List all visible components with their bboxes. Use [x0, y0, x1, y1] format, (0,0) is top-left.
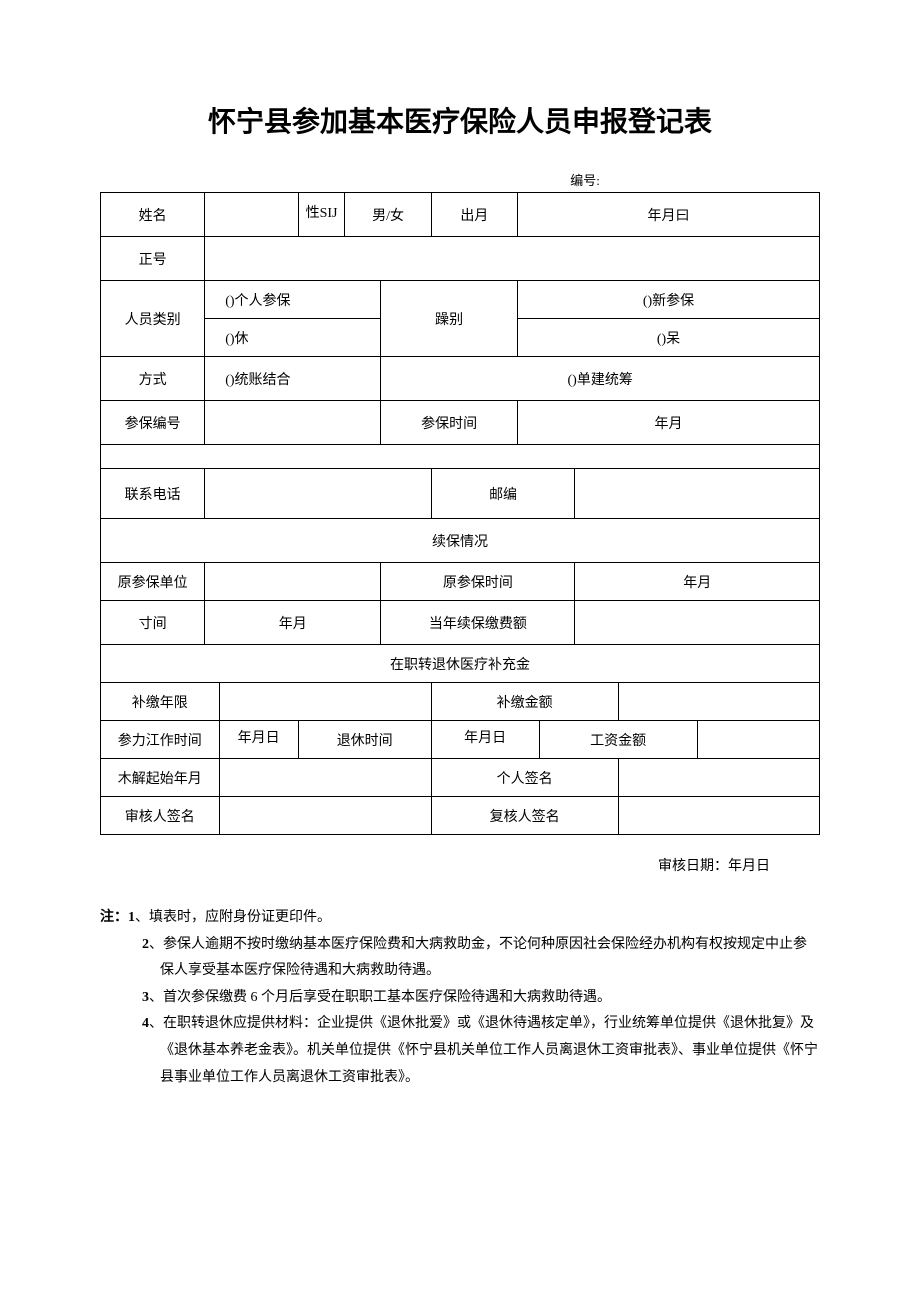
gender-label: 性SIJ — [298, 193, 345, 237]
audit-date: 审核日期：年月日 — [100, 855, 820, 875]
table-row: 联系电话 邮编 — [101, 469, 820, 519]
name-value — [205, 193, 298, 237]
id-label: 正号 — [101, 237, 205, 281]
retire-time-value: 年月日 — [431, 721, 539, 759]
note-1: 注：1、填表时，应附身份证更印件。 — [100, 905, 820, 932]
renewal-title: 续保情况 — [101, 519, 820, 563]
note-1-num: 1 — [128, 910, 135, 925]
orig-unit-label: 原参保单位 — [101, 563, 205, 601]
note-3-text: 、首次参保缴费 6 个月后享受在职职工基本医疗保险待遇和大病救助待遇。 — [149, 990, 611, 1005]
name-label: 姓名 — [101, 193, 205, 237]
method-opt2: ()单建统筹 — [381, 357, 820, 401]
renewal-fee-label: 当年续保缴费额 — [381, 601, 575, 645]
work-time-label: 参力江作时间 — [101, 721, 220, 759]
reviewer-value — [618, 797, 819, 835]
table-row: 审核人签名 复核人签名 — [101, 797, 820, 835]
person-type-opt1: ()个人参保 — [205, 281, 381, 319]
work-time-value: 年月日 — [219, 721, 298, 759]
id-value — [205, 237, 820, 281]
note-4-num: 4 — [142, 1016, 149, 1031]
serial-label: 编号: — [100, 170, 820, 189]
category-opt4: ()呆 — [517, 319, 819, 357]
table-row: 寸间 年月 当年续保缴费额 — [101, 601, 820, 645]
reviewer-label: 复核人签名 — [431, 797, 618, 835]
birth-value: 年月曰 — [517, 193, 819, 237]
auditor-value — [219, 797, 431, 835]
orig-time-label: 原参保时间 — [381, 563, 575, 601]
enroll-time-value: 年月 — [517, 401, 819, 445]
amount-label: 补缴金额 — [431, 683, 618, 721]
note-4-text: 、在职转退休应提供材料：企业提供《退休批爱》或《退休待遇核定单》，行业统筹单位提… — [149, 1016, 818, 1084]
page-title: 怀宁县参加基本医疗保险人员申报登记表 — [100, 100, 820, 140]
table-row: 人员类别 ()个人参保 躁别 ()新参保 — [101, 281, 820, 319]
method-label: 方式 — [101, 357, 205, 401]
phone-label: 联系电话 — [101, 469, 205, 519]
years-value — [219, 683, 431, 721]
table-row: 补缴年限 补缴金额 — [101, 683, 820, 721]
category-opt3: ()新参保 — [517, 281, 819, 319]
start-value — [219, 759, 431, 797]
note-4: 4、在职转退休应提供材料：企业提供《退休批爱》或《退休待遇核定单》，行业统筹单位… — [100, 1011, 820, 1091]
orig-unit-value — [205, 563, 381, 601]
interval-label: 寸间 — [101, 601, 205, 645]
renewal-fee-value — [575, 601, 820, 645]
note-3: 3、首次参保缴费 6 个月后享受在职职工基本医疗保险待遇和大病救助待遇。 — [100, 985, 820, 1012]
sign-label: 个人签名 — [431, 759, 618, 797]
phone-value — [205, 469, 431, 519]
interval-value: 年月 — [205, 601, 381, 645]
auditor-label: 审核人签名 — [101, 797, 220, 835]
table-row: 姓名 性SIJ 男/女 出月 年月曰 — [101, 193, 820, 237]
table-row: 参保编号 参保时间 年月 — [101, 401, 820, 445]
note-2-num: 2 — [142, 937, 149, 952]
empty-row — [101, 445, 820, 469]
notes-section: 注：1、填表时，应附身份证更印件。 2、参保人逾期不按时缴纳基本医疗保险费和大病… — [100, 905, 820, 1091]
table-row: 木解起始年月 个人签名 — [101, 759, 820, 797]
note-2: 2、参保人逾期不按时缴纳基本医疗保险费和大病救助金，不论何种原因社会保险经办机构… — [100, 932, 820, 985]
table-row: 续保情况 — [101, 519, 820, 563]
amount-value — [618, 683, 819, 721]
start-label: 木解起始年月 — [101, 759, 220, 797]
person-type-label: 人员类别 — [101, 281, 205, 357]
enroll-no-label: 参保编号 — [101, 401, 205, 445]
notes-prefix: 注： — [100, 910, 128, 925]
table-row: 参力江作时间 年月日 退休时间 年月日 工资金额 — [101, 721, 820, 759]
birth-label: 出月 — [431, 193, 517, 237]
table-row: 在职转退休医疗补充金 — [101, 645, 820, 683]
supplement-title: 在职转退休医疗补充金 — [101, 645, 820, 683]
table-row — [101, 445, 820, 469]
salary-value — [697, 721, 819, 759]
note-2-text: 、参保人逾期不按时缴纳基本医疗保险费和大病救助金，不论何种原因社会保险经办机构有… — [149, 937, 807, 979]
table-row: 正号 — [101, 237, 820, 281]
table-row: 原参保单位 原参保时间 年月 — [101, 563, 820, 601]
orig-time-value: 年月 — [575, 563, 820, 601]
retire-time-label: 退休时间 — [298, 721, 431, 759]
gender-value: 男/女 — [345, 193, 431, 237]
note-3-num: 3 — [142, 990, 149, 1005]
postcode-label: 邮编 — [431, 469, 575, 519]
method-opt1: ()统账结合 — [205, 357, 381, 401]
enroll-no-value — [205, 401, 381, 445]
sign-value — [618, 759, 819, 797]
note-1-text: 、填表时，应附身份证更印件。 — [135, 910, 331, 925]
postcode-value — [575, 469, 820, 519]
table-row: 方式 ()统账结合 ()单建统筹 — [101, 357, 820, 401]
salary-label: 工资金额 — [539, 721, 697, 759]
person-type-opt2: ()休 — [205, 319, 381, 357]
category-label: 躁别 — [381, 281, 518, 357]
years-label: 补缴年限 — [101, 683, 220, 721]
registration-table: 姓名 性SIJ 男/女 出月 年月曰 正号 人员类别 ()个人参保 躁别 ()新… — [100, 192, 820, 835]
enroll-time-label: 参保时间 — [381, 401, 518, 445]
